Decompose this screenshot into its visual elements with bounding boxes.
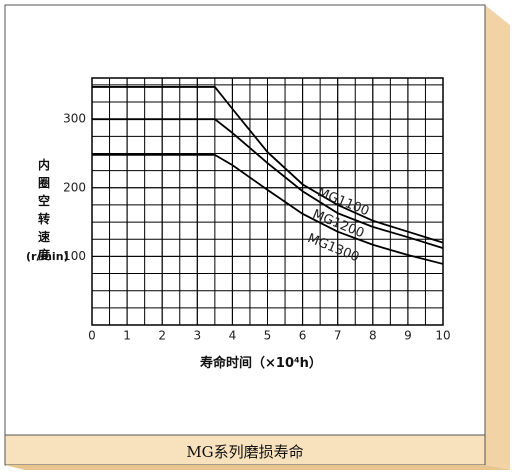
x-tick-label: 6 [299,329,307,343]
caption: MG系列磨损寿命 [186,443,304,461]
x-axis-label: 寿命时间（×10⁴h） [200,356,322,371]
x-tick-label: 5 [264,329,272,343]
frame-bottom [5,465,510,470]
series-line [92,153,444,265]
x-tick-label: 7 [334,329,342,343]
x-tick-label: 4 [229,329,237,343]
y-tick-label: 200 [63,180,86,194]
y-tick-label: 100 [63,249,86,263]
x-tick-label: 10 [435,329,450,343]
frame-side [485,5,510,470]
series-line [92,118,444,250]
x-tick-label: 2 [158,329,166,343]
series-line [92,86,444,244]
x-tick-label: 9 [404,329,412,343]
y-axis-label: 内圈空转速度 [37,158,50,262]
x-tick-label: 1 [123,329,131,343]
y-tick-label: 300 [63,112,86,126]
x-tick-label: 8 [369,329,377,343]
x-tick-label: 3 [193,329,201,343]
x-tick-label: 0 [88,329,96,343]
panel [4,4,486,436]
y-axis-unit: (r/min) [26,250,69,263]
